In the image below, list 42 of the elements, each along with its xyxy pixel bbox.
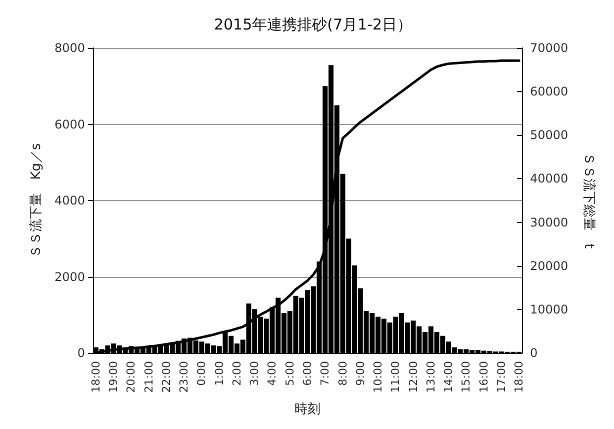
- x-tick-label: 22:00: [160, 361, 173, 393]
- x-tick-label: 1:00: [212, 361, 226, 386]
- y2-tick-label: 40000: [530, 172, 568, 186]
- x-tick-label: 17:00: [494, 361, 508, 393]
- x-tick-label: 10:00: [372, 361, 385, 393]
- y2-tick-label: 20000: [530, 258, 568, 273]
- x-tick-label: 15:00: [460, 361, 473, 393]
- x-tick-label: 6:00: [301, 361, 314, 386]
- x-tick-label: 9:00: [354, 361, 367, 386]
- x-tick-label: 14:00: [442, 361, 456, 393]
- x-tick-label: 8:00: [336, 361, 350, 386]
- y-tick-label: 2000: [54, 270, 85, 284]
- x-tick-label: 3:00: [248, 361, 262, 386]
- y-axis-title: ＳＳ流下量 Kg／s: [28, 143, 44, 258]
- x-tick-label: 18:00: [512, 361, 526, 393]
- x-tick-label: 18:00: [89, 361, 102, 393]
- chart-title: 2015年連携排砂(7月1-2日）: [214, 16, 412, 34]
- x-tick-label: 2:00: [230, 361, 244, 386]
- y2-tick-label: 60000: [530, 84, 568, 99]
- x-tick-label: 5:00: [283, 361, 296, 386]
- y2-tick-label: 0: [530, 346, 538, 360]
- y-tick-label: 8000: [54, 41, 85, 55]
- y2-axis-title: ＳＳ流下総量 t: [581, 152, 597, 249]
- x-tick-label: 7:00: [318, 361, 332, 386]
- y2-tick-label: 30000: [530, 215, 568, 230]
- y-tick-label: 4000: [54, 194, 85, 208]
- x-tick-label: 4:00: [266, 361, 279, 386]
- y2-tick-label: 70000: [530, 41, 568, 55]
- x-tick-label: 11:00: [389, 361, 402, 393]
- x-axis-title: 時刻: [294, 402, 320, 417]
- x-tick-label: 23:00: [178, 361, 191, 393]
- x-tick-label: 16:00: [477, 361, 490, 393]
- x-tick-label: 20:00: [124, 361, 138, 393]
- x-tick-label: 13:00: [424, 361, 438, 393]
- x-tick-label: 12:00: [406, 361, 420, 393]
- y-tick-label: 6000: [54, 117, 85, 132]
- y2-tick-label: 10000: [530, 302, 568, 316]
- x-tick-label: 21:00: [142, 361, 156, 393]
- x-tick-label: 19:00: [107, 361, 120, 393]
- x-tick-label: 0:00: [195, 361, 208, 386]
- y-tick-label: 0: [77, 346, 85, 360]
- y2-tick-label: 50000: [530, 128, 568, 142]
